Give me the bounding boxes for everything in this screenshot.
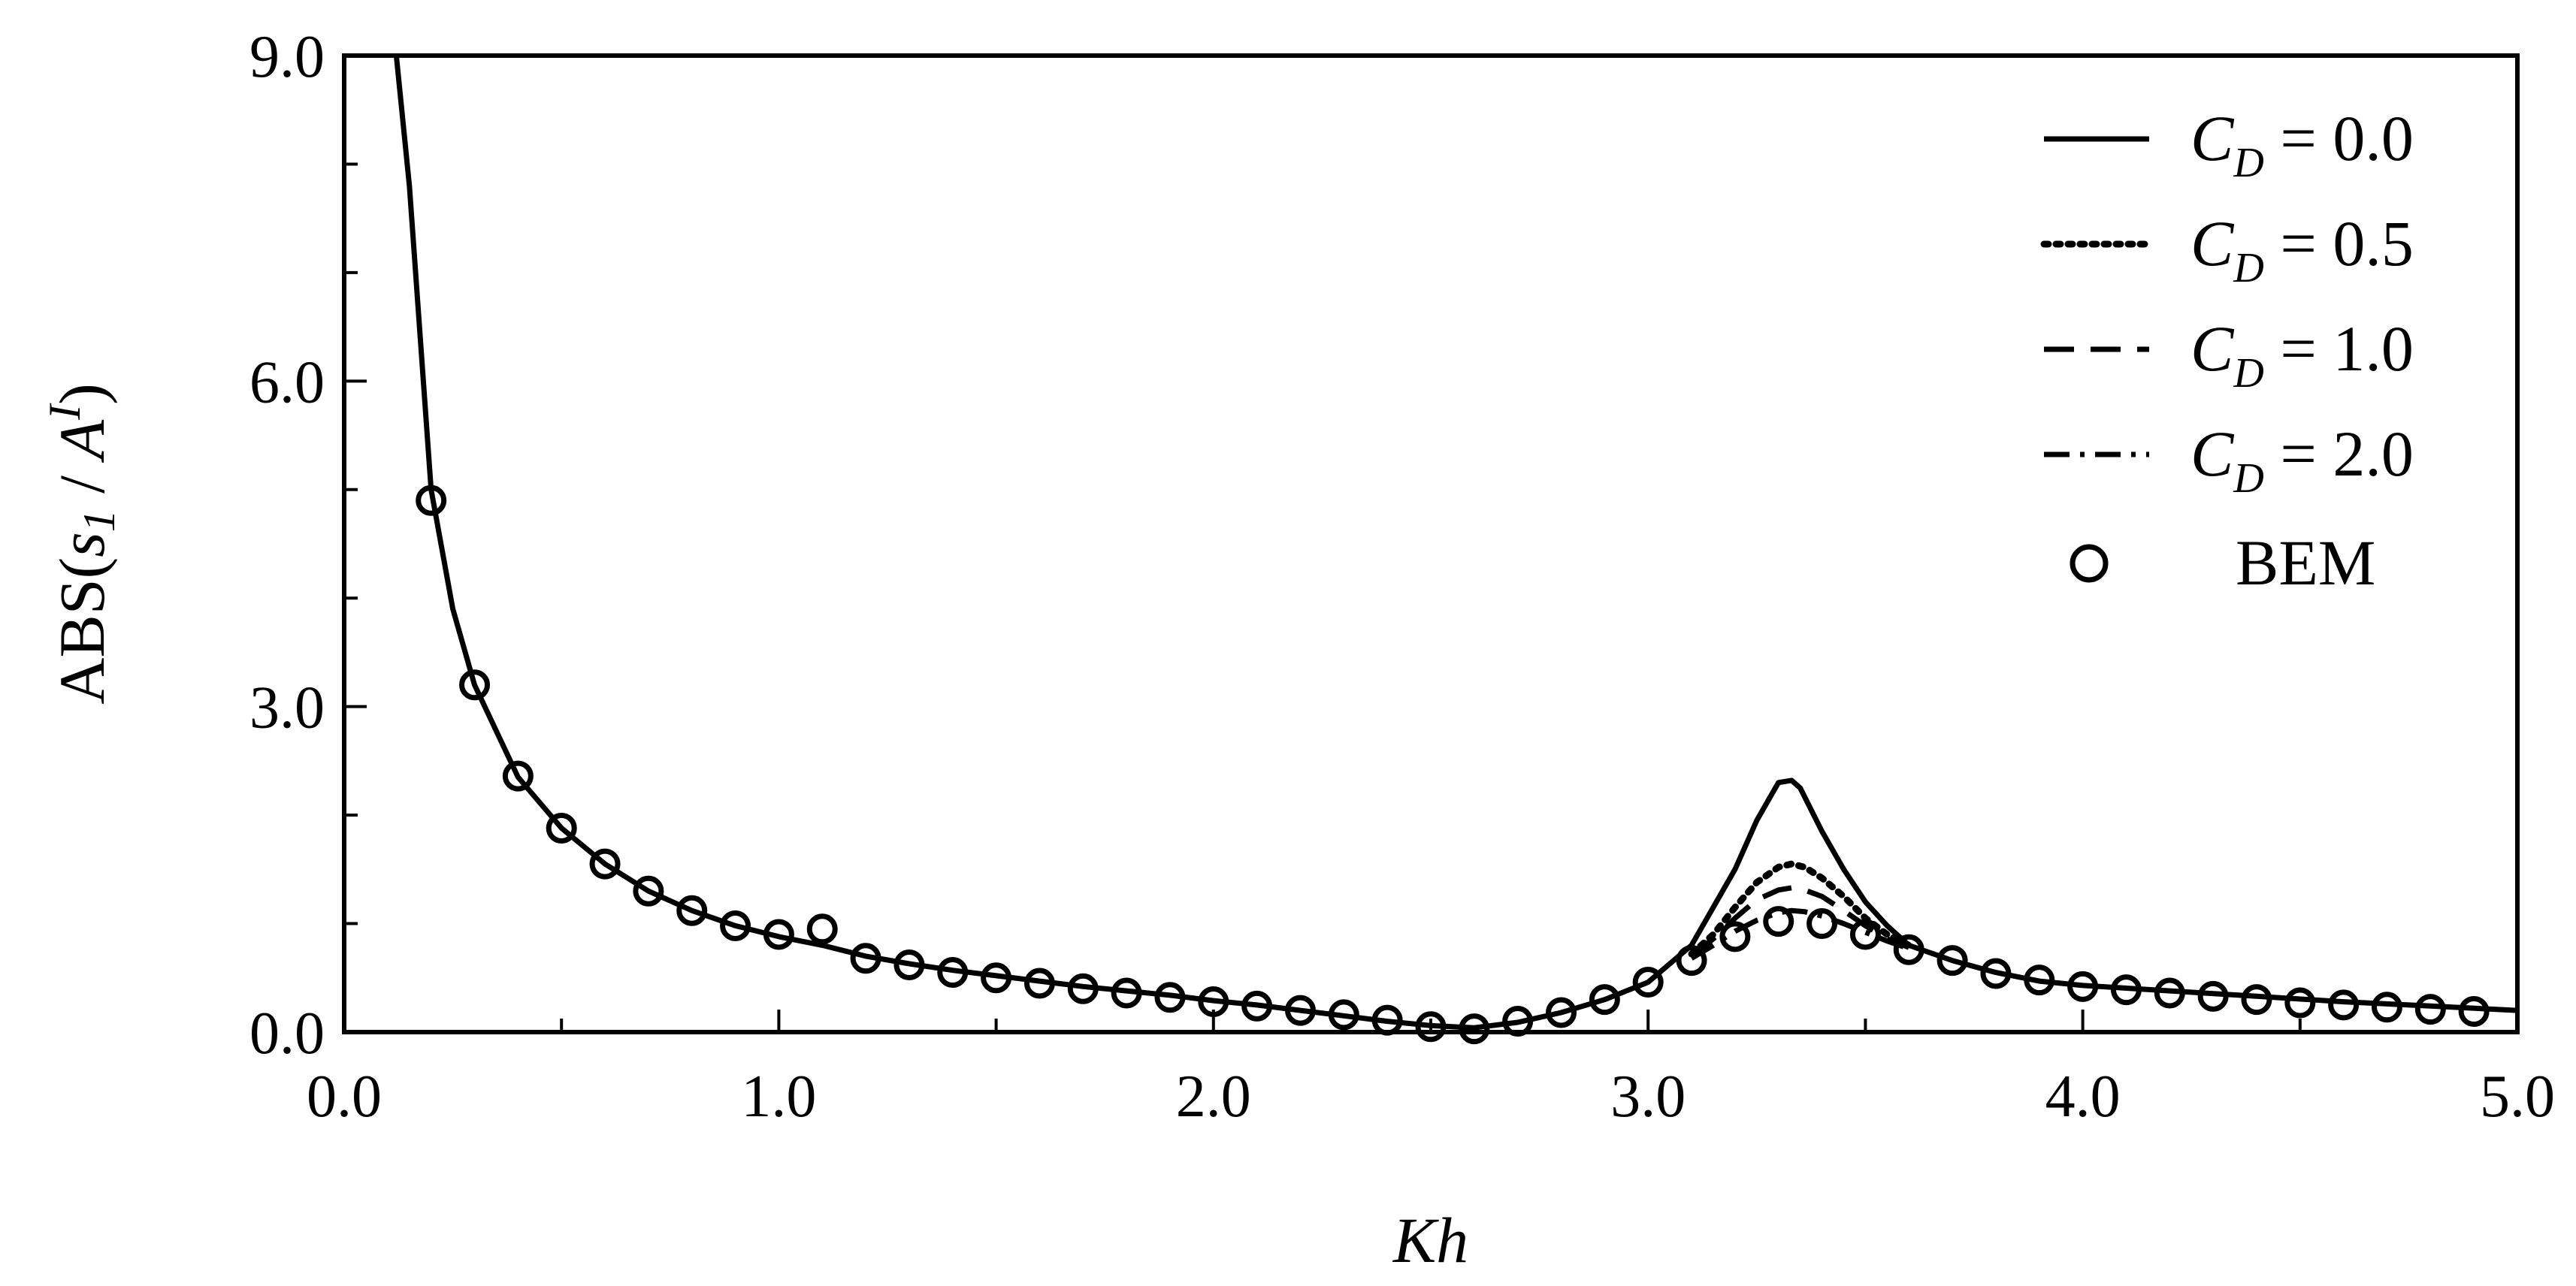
bem-markers (416, 485, 2490, 1045)
bem-marker (806, 913, 838, 945)
bem-marker (1719, 921, 1751, 952)
bem-marker (1589, 984, 1620, 1016)
axis-ticks (343, 54, 2519, 1034)
x-tick-label: 1.0 (741, 1064, 816, 1130)
legend: CD = 0.0 CD = 0.5 CD = 1.0 CD = 2.0 BEM (2040, 102, 2414, 599)
bem-marker (763, 919, 794, 950)
x-tick-label: 4.0 (2045, 1064, 2121, 1130)
bem-marker (1459, 1013, 1490, 1045)
bem-marker (1111, 977, 1142, 1009)
bem-marker (1763, 906, 1794, 937)
bem-marker (676, 895, 708, 926)
y-tick-label: 6.0 (249, 349, 325, 415)
series-line-dashdot (1690, 907, 1910, 961)
bem-marker (850, 943, 881, 974)
y-axis-title: ABS(s1 / AI) (40, 383, 124, 704)
bem-marker (1067, 973, 1099, 1004)
tick-labels: 0.0 1.0 2.0 3.0 4.0 5.0 0.0 3.0 6.0 9.0 (249, 24, 2555, 1130)
bem-marker (893, 949, 925, 980)
x-tick-label: 2.0 (1176, 1064, 1251, 1130)
bem-marker (1328, 999, 1359, 1031)
x-tick-label: 0.0 (307, 1064, 382, 1130)
bem-marker (981, 962, 1012, 994)
bem-marker (720, 910, 751, 941)
bem-marker (2284, 987, 2316, 1019)
series-line-solid (393, 56, 2517, 1031)
bem-marker (1284, 995, 1316, 1026)
bem-marker (1546, 997, 1577, 1028)
plot-area (342, 53, 2520, 1045)
bem-marker (1023, 968, 1055, 999)
series-layer (393, 56, 2517, 1031)
bem-marker (2241, 984, 2272, 1016)
bem-marker (1937, 945, 1968, 977)
bem-marker (1849, 919, 1881, 950)
bem-marker (2371, 992, 2402, 1023)
bem-marker (459, 669, 491, 701)
series-line-dashed (1689, 885, 1910, 958)
bem-marker (1415, 1011, 1447, 1043)
bem-marker (937, 957, 969, 989)
bem-marker (2458, 996, 2490, 1028)
x-axis-title: Kh (1392, 1204, 1468, 1276)
x-tick-label: 5.0 (2480, 1064, 2555, 1130)
bem-marker (1241, 990, 1273, 1022)
legend-label: CD = 2.0 (2191, 418, 2414, 502)
bem-marker (633, 875, 664, 907)
bem-marker (1632, 967, 1664, 998)
bem-marker (1502, 1006, 1534, 1037)
bem-marker (2414, 994, 2446, 1025)
plot-frame (342, 53, 2520, 1034)
legend-label: CD = 0.0 (2191, 102, 2414, 186)
bem-marker (1154, 982, 1186, 1013)
bem-marker (2328, 989, 2360, 1021)
bem-marker (589, 848, 621, 880)
bem-marker (2110, 974, 2142, 1006)
bem-marker (2067, 971, 2099, 1002)
y-tick-label: 3.0 (249, 675, 325, 741)
bem-marker (546, 812, 577, 844)
bem-marker (1371, 1004, 1403, 1036)
bem-marker (1893, 934, 1924, 965)
bem-marker (2154, 977, 2185, 1009)
legend-label: CD = 0.5 (2191, 207, 2414, 291)
bem-marker (502, 760, 534, 792)
x-tick-label: 3.0 (1610, 1064, 1686, 1130)
bem-marker (2197, 980, 2229, 1012)
legend-label: BEM (2236, 527, 2375, 599)
bem-marker (1807, 908, 1838, 940)
legend-label: CD = 1.0 (2191, 312, 2414, 397)
bem-marker (2024, 964, 2055, 996)
bem-marker (1676, 945, 1707, 977)
legend-symbol-bem (2070, 544, 2109, 583)
y-tick-label: 0.0 (249, 1001, 325, 1067)
y-tick-label: 9.0 (249, 24, 325, 90)
bem-marker (416, 485, 447, 516)
bem-marker (1980, 958, 2012, 989)
